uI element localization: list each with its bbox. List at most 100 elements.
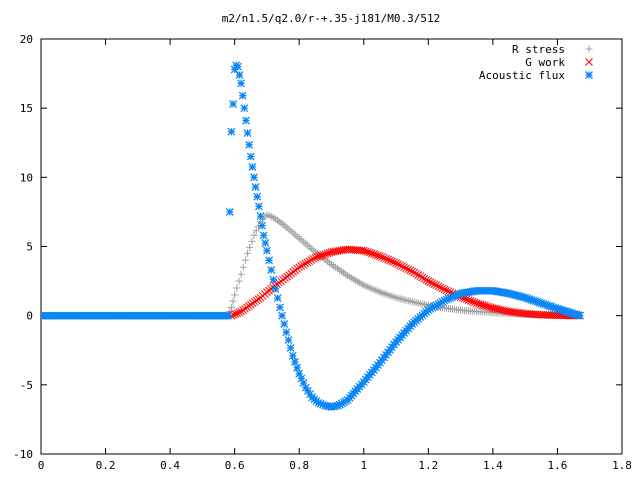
data-point: [297, 262, 306, 270]
data-point: [309, 254, 318, 263]
x-tick-label: 1.8: [612, 459, 632, 472]
data-point: [262, 246, 271, 255]
data-point: [482, 302, 491, 311]
data-point: [241, 256, 249, 264]
data-point: [549, 303, 558, 312]
series-acoustic-flux: [41, 61, 584, 411]
data-point: [271, 284, 280, 293]
data-point: [299, 379, 308, 387]
data-point: [533, 297, 542, 306]
data-point: [251, 183, 260, 191]
data-point: [376, 252, 384, 261]
data-point: [374, 251, 382, 260]
data-point: [408, 267, 417, 276]
data-point: [444, 287, 453, 296]
data-point: [233, 62, 242, 71]
data-point: [521, 293, 530, 302]
data-point: [418, 273, 427, 282]
y-tick-label: 10: [20, 171, 33, 184]
data-point: [442, 295, 451, 304]
data-point: [235, 71, 244, 79]
data-point: [235, 308, 244, 317]
data-point: [440, 296, 449, 305]
data-point: [365, 248, 374, 257]
data-point: [394, 260, 402, 268]
data-point: [318, 400, 327, 409]
y-tick-label: -10: [13, 448, 33, 461]
legend-label: Acoustic flux: [479, 69, 565, 82]
data-point: [224, 311, 233, 320]
data-point: [420, 274, 429, 283]
data-point: [265, 256, 274, 265]
data-point: [468, 297, 477, 306]
axis-tick-labels: 0 0.2 0.4 0.6 0.8 1 1.2 1.4 1.6 1.8 -10 -5 0 5 10 15 20: [13, 33, 632, 472]
data-point: [275, 303, 284, 312]
data-point: [384, 255, 392, 264]
data-point: [286, 343, 295, 352]
data-point: [372, 250, 380, 259]
data-point: [539, 299, 548, 308]
x-tick-label: 1: [360, 459, 367, 472]
data-point: [256, 212, 265, 221]
data-point: [253, 192, 262, 201]
data-point: [454, 290, 463, 299]
data-point: [282, 328, 291, 337]
data-point: [248, 237, 256, 245]
data-point: [246, 152, 255, 161]
data-point: [297, 374, 306, 383]
data-point: [390, 258, 398, 267]
data-point: [273, 294, 282, 303]
data-point: [378, 253, 386, 261]
data-point: [225, 207, 234, 216]
data-point: [284, 336, 293, 345]
data-point: [547, 302, 556, 311]
legend-marker: [585, 58, 593, 66]
data-point: [410, 268, 419, 277]
data-point: [301, 383, 310, 392]
data-point: [361, 247, 370, 256]
data-point: [314, 398, 323, 407]
data-point: [470, 298, 479, 307]
data-point: [537, 299, 546, 308]
legend-label: R stress: [512, 43, 565, 56]
data-point: [402, 264, 410, 273]
data-point: [280, 320, 289, 328]
data-point: [442, 286, 451, 295]
data-point: [278, 311, 286, 320]
data-point: [523, 294, 532, 303]
data-point: [290, 357, 299, 366]
data-point: [237, 270, 245, 278]
data-point: [313, 253, 322, 261]
x-tick-label: 0.2: [96, 459, 116, 472]
data-point: [406, 266, 415, 275]
data-point: [585, 71, 593, 79]
data-point: [392, 259, 400, 267]
x-tick-label: 0.8: [289, 459, 309, 472]
data-point: [428, 279, 437, 288]
data-point: [269, 275, 278, 284]
data-point: [250, 231, 258, 239]
data-point: [444, 294, 453, 303]
data-point: [400, 263, 408, 272]
data-point: [370, 250, 378, 258]
data-point: [462, 295, 471, 304]
data-point: [438, 284, 447, 293]
data-point: [245, 140, 254, 149]
x-tick-label: 1.2: [418, 459, 438, 472]
data-point: [311, 253, 320, 262]
data-point: [305, 257, 314, 266]
data-point: [422, 276, 431, 284]
x-tick-label: 0.6: [225, 459, 245, 472]
data-point: [248, 163, 257, 171]
data-point: [434, 282, 443, 291]
data-point: [466, 297, 475, 305]
data-point: [261, 239, 270, 247]
data-point: [243, 129, 252, 138]
data-point: [440, 285, 449, 294]
data-point: [237, 79, 246, 88]
legend-marker: [585, 45, 593, 53]
data-point: [531, 297, 540, 306]
x-tick-label: 1.6: [548, 459, 568, 472]
data-point: [464, 296, 473, 304]
